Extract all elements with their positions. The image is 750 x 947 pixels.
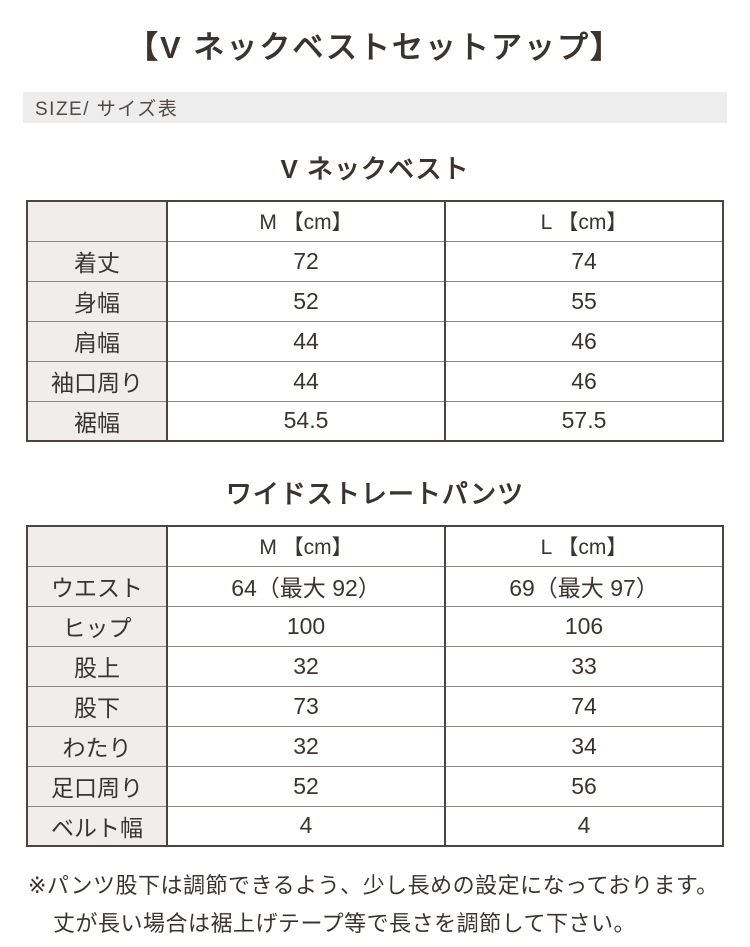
table-row: 着丈 72 74 <box>27 240 723 281</box>
cell-value-l: 74 <box>444 685 723 726</box>
cell-value-m: 4 <box>166 805 445 846</box>
cell-value-l: 33 <box>444 645 723 686</box>
table-row: ヒップ 100 106 <box>27 605 723 646</box>
cell-value-m: 52 <box>166 765 445 806</box>
table-row: 肩幅 44 46 <box>27 320 723 361</box>
footnote-line1: ※パンツ股下は調節できるよう、少し長めの設定になっております。 <box>28 873 719 898</box>
row-label: 身幅 <box>27 280 167 321</box>
row-label: 足口周り <box>27 765 167 806</box>
table-header-row: M 【cm】 L 【cm】 <box>27 526 723 566</box>
row-label: ベルト幅 <box>27 805 167 846</box>
row-label: 袖口周り <box>27 360 167 401</box>
table-row: 身幅 52 55 <box>27 280 723 321</box>
cell-value-l: 46 <box>444 320 723 361</box>
cell-value-m: 44 <box>166 360 445 401</box>
row-label: わたり <box>27 725 167 766</box>
row-label: 着丈 <box>27 240 167 281</box>
cell-value-m: 100 <box>166 605 445 646</box>
row-label: 股上 <box>27 645 167 686</box>
cell-value-l: 46 <box>444 360 723 401</box>
cell-value-l: 106 <box>444 605 723 646</box>
table-row: 裾幅 54.5 57.5 <box>27 400 723 441</box>
vest-size-table: M 【cm】 L 【cm】 着丈 72 74 身幅 52 55 肩幅 44 46… <box>26 200 724 442</box>
cell-value-m: 73 <box>166 685 445 726</box>
table-row: わたり 32 34 <box>27 725 723 766</box>
table-header-row: M 【cm】 L 【cm】 <box>27 201 723 241</box>
row-label: 股下 <box>27 685 167 726</box>
table-row: ベルト幅 4 4 <box>27 805 723 846</box>
table-row: 股上 32 33 <box>27 645 723 686</box>
row-label: 肩幅 <box>27 320 167 361</box>
footnote: ※パンツ股下は調節できるよう、少し長めの設定になっております。 丈が長い場合は裾… <box>28 867 740 943</box>
size-chart-page: 【V ネックベストセットアップ】 SIZE/ サイズ表 V ネックベスト M 【… <box>0 22 750 943</box>
cell-value-m: 72 <box>166 240 445 281</box>
column-header-blank <box>27 201 167 241</box>
column-header-blank <box>27 526 167 566</box>
cell-value-m: 44 <box>166 320 445 361</box>
cell-value-m: 32 <box>166 645 445 686</box>
vest-table-heading: V ネックベスト <box>280 154 470 184</box>
cell-value-m: 32 <box>166 725 445 766</box>
table-row: 足口周り 52 56 <box>27 765 723 806</box>
column-header-l: L 【cm】 <box>444 526 723 566</box>
footnote-line2: 丈が長い場合は裾上げテープ等で長さを調節して下さい。 <box>53 911 637 936</box>
cell-value-l: 74 <box>444 240 723 281</box>
size-section-bar: SIZE/ サイズ表 <box>23 92 727 123</box>
cell-value-l: 57.5 <box>444 400 723 441</box>
cell-value-m: 54.5 <box>166 400 445 441</box>
row-label: 裾幅 <box>27 400 167 441</box>
cell-value-l: 56 <box>444 765 723 806</box>
column-header-l: L 【cm】 <box>444 201 723 241</box>
cell-value-l: 4 <box>444 805 723 846</box>
cell-value-l: 34 <box>444 725 723 766</box>
cell-value-l: 69（最大 97） <box>444 565 723 606</box>
row-label: ウエスト <box>27 565 167 606</box>
table-row: 袖口周り 44 46 <box>27 360 723 401</box>
cell-value-m: 64（最大 92） <box>166 565 445 606</box>
page-title: 【V ネックベストセットアップ】 <box>127 30 623 65</box>
column-header-m: M 【cm】 <box>166 526 445 566</box>
pants-table-heading: ワイドストレートパンツ <box>225 479 525 509</box>
column-header-m: M 【cm】 <box>166 201 445 241</box>
row-label: ヒップ <box>27 605 167 646</box>
cell-value-l: 55 <box>444 280 723 321</box>
table-row: ウエスト 64（最大 92） 69（最大 97） <box>27 565 723 606</box>
size-bar-label: SIZE/ サイズ表 <box>35 99 179 120</box>
pants-size-table: M 【cm】 L 【cm】 ウエスト 64（最大 92） 69（最大 97） ヒ… <box>26 525 724 847</box>
cell-value-m: 52 <box>166 280 445 321</box>
table-row: 股下 73 74 <box>27 685 723 726</box>
